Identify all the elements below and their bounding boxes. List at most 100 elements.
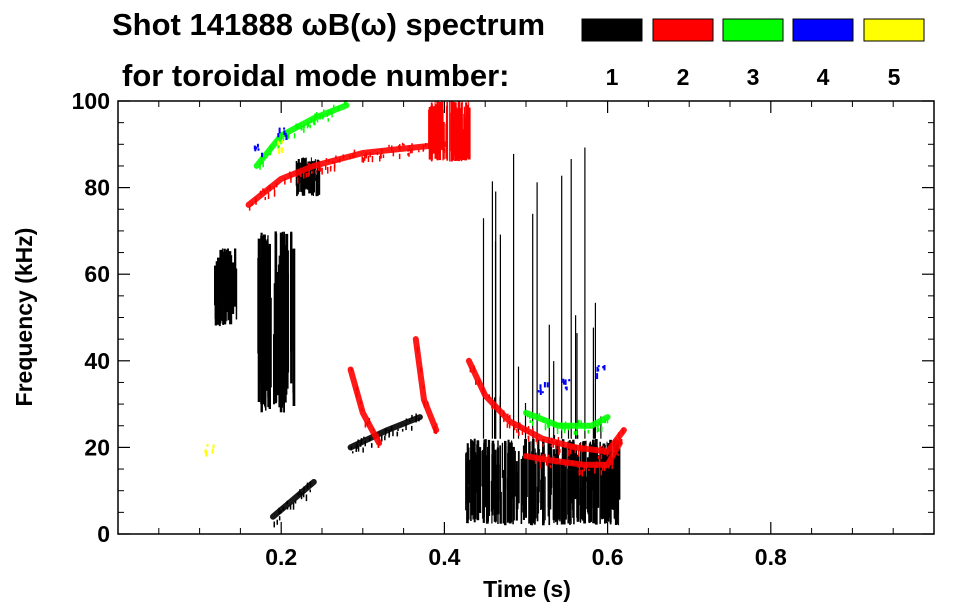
- spectral-mark: [601, 460, 603, 520]
- spectral-mark: [384, 435, 386, 441]
- spectral-mark: [611, 457, 615, 499]
- spectral-mark: [493, 489, 497, 522]
- spectral-mark: [516, 429, 518, 433]
- spectral-mark: [501, 442, 504, 478]
- spectral-mark: [434, 104, 438, 140]
- mode-3-track-13: [253, 100, 350, 170]
- spectral-mark: [256, 143, 259, 148]
- spectral-mark: [567, 424, 569, 431]
- spectral-mark: [619, 439, 621, 446]
- spectral-mark: [282, 309, 286, 397]
- spectral-mark: [360, 438, 363, 445]
- spectral-mark: [261, 152, 263, 158]
- spectral-mark: [280, 137, 282, 145]
- spectral-mark: [574, 447, 576, 454]
- spectral-mark: [281, 147, 284, 154]
- spectral-mark: [561, 439, 564, 524]
- spectral-mark: [313, 160, 315, 186]
- spectral-mark: [534, 456, 537, 464]
- spectral-mark: [220, 256, 223, 303]
- spectral-mark: [269, 185, 271, 192]
- spectral-mark: [572, 444, 574, 448]
- chart-title-line2: for toroidal mode number:: [122, 58, 510, 93]
- spectral-mark: [573, 443, 575, 449]
- spectral-mark: [392, 430, 394, 437]
- spectral-mark: [499, 491, 502, 524]
- spectral-stripe: [524, 403, 527, 439]
- spectral-mark: [563, 428, 566, 434]
- spectral-mark: [557, 437, 560, 444]
- spectral-stripe: [536, 182, 538, 439]
- spectral-mark: [411, 425, 413, 431]
- spectral-mark: [603, 456, 606, 505]
- spectral-mark: [512, 446, 515, 521]
- spectral-mark: [524, 429, 526, 433]
- spectral-mark: [534, 465, 536, 513]
- spectral-mark: [327, 110, 330, 114]
- spectral-mark: [507, 413, 509, 417]
- spectral-mark: [353, 149, 356, 155]
- spectral-mark: [596, 425, 599, 433]
- spectral-mark: [431, 123, 435, 148]
- spectral-mark: [368, 437, 371, 442]
- spectral-mark: [588, 453, 591, 523]
- legend-label-2: 2: [677, 64, 690, 90]
- spectral-mark: [228, 257, 231, 307]
- spectral-stripe: [575, 315, 577, 439]
- spectral-mark: [552, 456, 555, 462]
- spectral-mark: [281, 231, 283, 345]
- spectral-mark: [579, 448, 581, 523]
- spectral-mark: [583, 464, 585, 472]
- spectral-stripe: [532, 213, 534, 439]
- spectral-mark: [283, 130, 286, 135]
- spectral-mark: [607, 445, 608, 522]
- spectral-mark: [381, 434, 383, 442]
- spectral-mark: [455, 115, 459, 161]
- spectral-mark: [535, 438, 537, 442]
- spectral-mark: [409, 419, 411, 422]
- spectral-mark: [497, 440, 499, 524]
- legend-swatch-3: [722, 18, 784, 42]
- spectral-stripe: [567, 427, 570, 439]
- spectral-mark: [558, 443, 560, 450]
- spectral-mark: [248, 205, 251, 211]
- spectral-mark: [594, 468, 596, 474]
- spectral-mark: [464, 116, 468, 143]
- spectral-mark: [408, 152, 410, 157]
- spectral-mark: [521, 428, 524, 435]
- spectral-mark: [212, 444, 215, 449]
- spectral-mark: [423, 400, 426, 408]
- spectral-mark: [532, 421, 534, 426]
- legend-label-3: 3: [747, 64, 760, 90]
- legend-swatch-4: [792, 18, 854, 42]
- spectral-mark: [377, 433, 379, 439]
- spectral-mark: [515, 461, 518, 521]
- spectral-mark: [294, 500, 297, 504]
- spectral-mark: [297, 492, 299, 496]
- spectral-mark: [263, 154, 265, 159]
- spectral-mark: [257, 257, 260, 354]
- spectral-mark: [226, 250, 228, 322]
- spectral-mark: [377, 446, 380, 448]
- spectral-mark: [555, 443, 557, 450]
- spectral-mark: [527, 435, 530, 442]
- spectral-mark: [372, 428, 375, 432]
- spectral-mark: [561, 423, 564, 429]
- spectral-mark: [357, 445, 360, 452]
- spectral-mark: [391, 145, 393, 152]
- spectral-mark: [545, 461, 548, 466]
- spectral-mark: [397, 145, 400, 149]
- spectral-mark: [537, 443, 539, 494]
- spectral-mark: [441, 115, 443, 138]
- spectral-mark: [302, 491, 305, 498]
- spectral-mark: [350, 446, 353, 451]
- spectral-mark: [280, 510, 282, 514]
- spectral-mark: [416, 346, 419, 354]
- spectral-mark: [585, 444, 587, 447]
- spectral-mark: [396, 431, 399, 436]
- spectral-mark: [311, 170, 313, 174]
- x-tick-label: 0.2: [265, 544, 297, 570]
- spectral-mark: [314, 113, 316, 121]
- spectral-mark: [600, 454, 603, 460]
